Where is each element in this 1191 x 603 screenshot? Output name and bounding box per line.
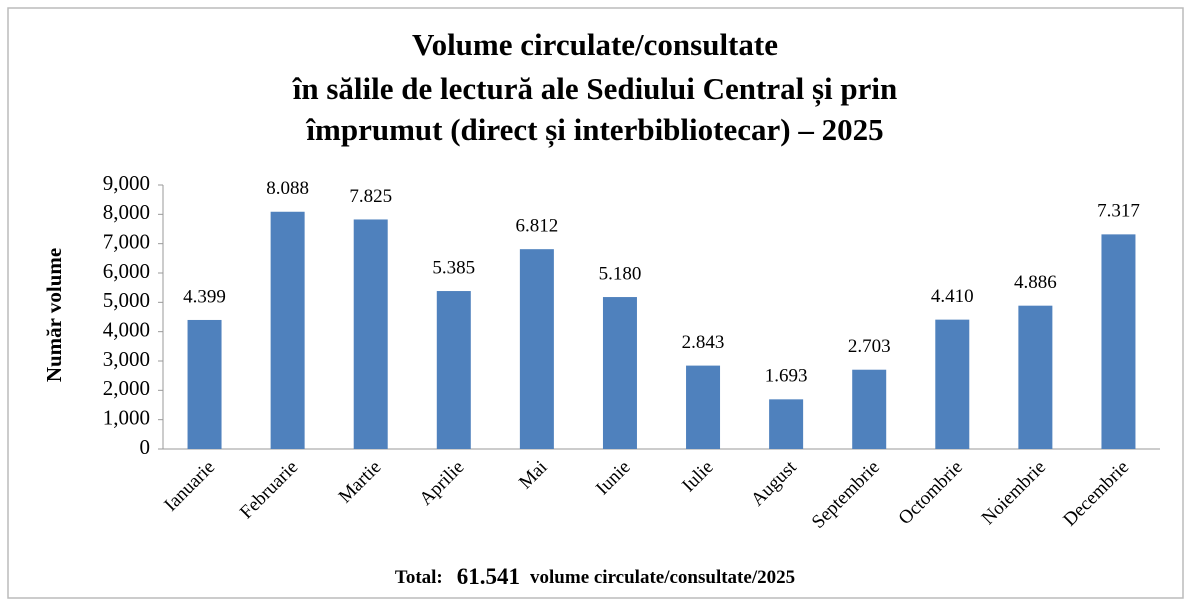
y-tick-label: 4,000 xyxy=(103,317,150,341)
bar xyxy=(852,369,887,449)
footer-text: volume circulate/consultate/2025 xyxy=(530,567,795,588)
data-label: 2.703 xyxy=(848,336,891,357)
bar xyxy=(602,297,637,449)
bar xyxy=(686,365,721,449)
bar xyxy=(519,249,554,449)
chart-title: Volume circulate/consultate xyxy=(412,27,778,62)
data-label: 5.385 xyxy=(432,257,475,278)
bar xyxy=(769,399,804,449)
y-tick-label: 8,000 xyxy=(103,200,150,224)
chart-frame xyxy=(7,7,1184,599)
bar xyxy=(1018,305,1053,449)
bar xyxy=(187,319,222,449)
footer-total: 61.541 xyxy=(457,564,520,589)
data-label: 6.812 xyxy=(516,216,559,237)
data-label: 2.843 xyxy=(682,332,725,353)
bar xyxy=(935,319,970,449)
y-tick-label: 3,000 xyxy=(103,347,150,371)
bar xyxy=(270,211,305,449)
y-axis-label: Număr volume xyxy=(42,248,66,382)
y-tick-label: 2,000 xyxy=(103,376,150,400)
footer: Total: 61.541 volume circulate/consultate/… xyxy=(395,564,795,589)
chart-title: în sălile de lectură ale Sediului Centra… xyxy=(292,71,898,107)
footer-label: Total: xyxy=(395,567,443,588)
y-tick-label: 5,000 xyxy=(103,288,150,312)
bar xyxy=(436,291,471,449)
y-tick-label: 7,000 xyxy=(103,229,150,253)
bar xyxy=(353,219,388,449)
y-tick-label: 0 xyxy=(140,435,151,459)
y-tick-label: 6,000 xyxy=(103,259,150,283)
data-label: 4.399 xyxy=(183,286,226,307)
data-label: 1.693 xyxy=(765,366,808,387)
data-label: 7.825 xyxy=(349,186,392,207)
data-label: 4.886 xyxy=(1014,272,1057,293)
data-label: 7.317 xyxy=(1097,201,1140,222)
data-label: 8.088 xyxy=(266,178,309,199)
data-label: 5.180 xyxy=(599,263,642,284)
data-label: 4.410 xyxy=(931,286,974,307)
bar xyxy=(1101,234,1136,449)
chart-title: împrumut (direct și interbibliotecar) – … xyxy=(305,112,883,148)
y-tick-label: 9,000 xyxy=(103,171,150,195)
y-tick-label: 1,000 xyxy=(103,405,150,429)
